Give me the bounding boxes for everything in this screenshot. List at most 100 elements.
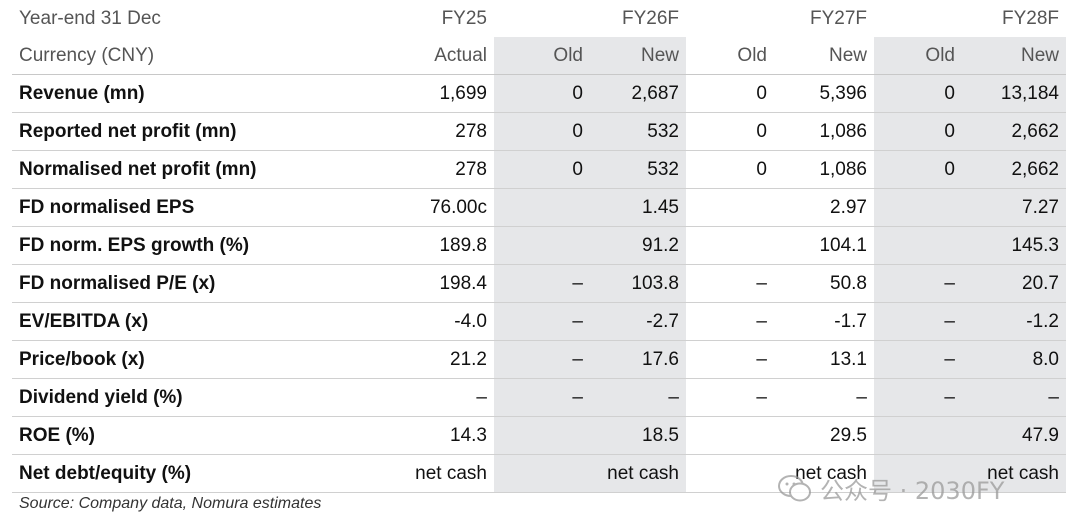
table-cell: 29.5	[774, 416, 874, 455]
table-cell: 532	[590, 150, 686, 189]
table-cell	[874, 226, 962, 265]
table-cell	[686, 454, 774, 493]
fy26-old-header: Old	[494, 37, 590, 75]
table-cell: –	[494, 264, 590, 303]
table-row: FD normalised EPS 76.00c 1.45 2.97 7.27	[12, 188, 1066, 227]
table-cell: net cash	[590, 454, 686, 493]
table-cell: –	[686, 378, 774, 417]
row-label: Net debt/equity (%)	[12, 454, 330, 493]
table-cell: -4.0	[330, 302, 494, 341]
row-label: FD norm. EPS growth (%)	[12, 226, 330, 265]
table-cell: 14.3	[330, 416, 494, 455]
table-cell: 7.27	[962, 188, 1066, 227]
table-cell	[686, 188, 774, 227]
fy28-old-header: Old	[874, 37, 962, 75]
table-cell: 17.6	[590, 340, 686, 379]
table-row: Normalised net profit (mn) 278 0 532 0 1,086 0…	[12, 150, 1066, 189]
row-label: Price/book (x)	[12, 340, 330, 379]
row-label: Reported net profit (mn)	[12, 112, 330, 151]
table-cell: 0	[494, 74, 590, 113]
row-label: Dividend yield (%)	[12, 378, 330, 417]
table-cell: –	[774, 378, 874, 417]
table-row: Dividend yield (%) – – – – – – –	[12, 378, 1066, 417]
watermark-text: 公众号 · 2030FY	[820, 477, 1005, 505]
table-cell: –	[330, 378, 494, 417]
currency-label: Currency (CNY)	[12, 37, 330, 75]
table-cell: 0	[874, 74, 962, 113]
table-cell: 21.2	[330, 340, 494, 379]
table-cell: –	[494, 302, 590, 341]
table-cell: 278	[330, 150, 494, 189]
table-cell: 8.0	[962, 340, 1066, 379]
actual-header: Actual	[330, 37, 494, 75]
table-cell: 1,086	[774, 150, 874, 189]
table-cell: 0	[494, 112, 590, 151]
table-cell: –	[874, 302, 962, 341]
year-end-label: Year-end 31 Dec	[19, 7, 161, 29]
table-cell: 198.4	[330, 264, 494, 303]
table-cell: –	[962, 378, 1066, 417]
table-row: Price/book (x) 21.2–17.6–13.1–8.0	[12, 340, 1066, 379]
table-cell: -1.2	[962, 302, 1066, 341]
table-cell: 0	[686, 150, 774, 189]
table-cell: –	[874, 264, 962, 303]
table-cell: 278	[330, 112, 494, 151]
fy27-old-header: Old	[686, 37, 774, 75]
table-row: Reported net profit (mn) 278 0 532 0 1,086 0 2,…	[12, 112, 1066, 151]
fy25-header: FY25	[441, 7, 487, 29]
table-cell: –	[590, 378, 686, 417]
table-cell	[494, 416, 590, 455]
table-cell: 1.45	[590, 188, 686, 227]
table-cell: –	[874, 378, 962, 417]
table-row: FD norm. EPS growth (%) 189.8 91.2 104.1 145…	[12, 226, 1066, 265]
fy27-new-header: New	[774, 37, 874, 75]
table-cell	[874, 454, 962, 493]
table-row: EV/EBITDA (x) -4.0– -2.7– -1.7– -1.2	[12, 302, 1066, 341]
table-cell: 47.9	[962, 416, 1066, 455]
table-cell: 91.2	[590, 226, 686, 265]
table-cell	[686, 226, 774, 265]
fy26-new-header: New	[590, 37, 686, 75]
table-cell: 0	[874, 150, 962, 189]
table-cell: 104.1	[774, 226, 874, 265]
table-cell	[494, 226, 590, 265]
financial-summary-table: Year-end 31 Dec FY25 FY26F FY27F FY28F C…	[12, 0, 1066, 493]
table-row: Net debt/equity (%) net cash net cash net c…	[12, 454, 1066, 493]
table-cell: 2,662	[962, 112, 1066, 151]
row-label: Normalised net profit (mn)	[12, 150, 330, 189]
fy28-new-header: New	[962, 37, 1066, 75]
wechat-icon	[778, 474, 811, 501]
table-cell	[874, 188, 962, 227]
table-cell: –	[494, 340, 590, 379]
table-body: Revenue (mn) 1,699 0 2,687 0 5,396 0 13,184 Repo…	[12, 74, 1066, 493]
table-row: FD normalised P/E (x) 198.4–103.8–50.8–20…	[12, 264, 1066, 303]
fy28-header: FY28F	[1001, 7, 1059, 29]
table-cell: -2.7	[590, 302, 686, 341]
row-label: FD normalised EPS	[12, 188, 330, 227]
table-cell	[494, 188, 590, 227]
table-cell: 13,184	[962, 74, 1066, 113]
header-row-years: Year-end 31 Dec FY25 FY26F FY27F FY28F	[12, 0, 1066, 37]
table-row: Revenue (mn) 1,699 0 2,687 0 5,396 0 13,184	[12, 74, 1066, 113]
row-label: ROE (%)	[12, 416, 330, 455]
row-label: Revenue (mn)	[12, 74, 330, 113]
fy27-header: FY27F	[809, 7, 867, 29]
table-row: ROE (%) 14.3 18.5 29.5 47.9	[12, 416, 1066, 455]
table-cell: –	[686, 264, 774, 303]
table-cell: 1,086	[774, 112, 874, 151]
table-cell: 1,699	[330, 74, 494, 113]
table-cell: 50.8	[774, 264, 874, 303]
table-cell: 2.97	[774, 188, 874, 227]
header-row-types: Currency (CNY) Actual Old New Old New Ol…	[12, 37, 1066, 75]
table-cell: net cash	[330, 454, 494, 493]
row-label: EV/EBITDA (x)	[12, 302, 330, 341]
fy26-header: FY26F	[621, 7, 679, 29]
table-cell: –	[874, 340, 962, 379]
table-cell: 103.8	[590, 264, 686, 303]
table-cell: 2,687	[590, 74, 686, 113]
table-cell: 5,396	[774, 74, 874, 113]
table-cell: 189.8	[330, 226, 494, 265]
row-label: FD normalised P/E (x)	[12, 264, 330, 303]
source-note: Source: Company data, Nomura estimates	[19, 495, 322, 512]
table-cell: net cash	[962, 454, 1066, 493]
